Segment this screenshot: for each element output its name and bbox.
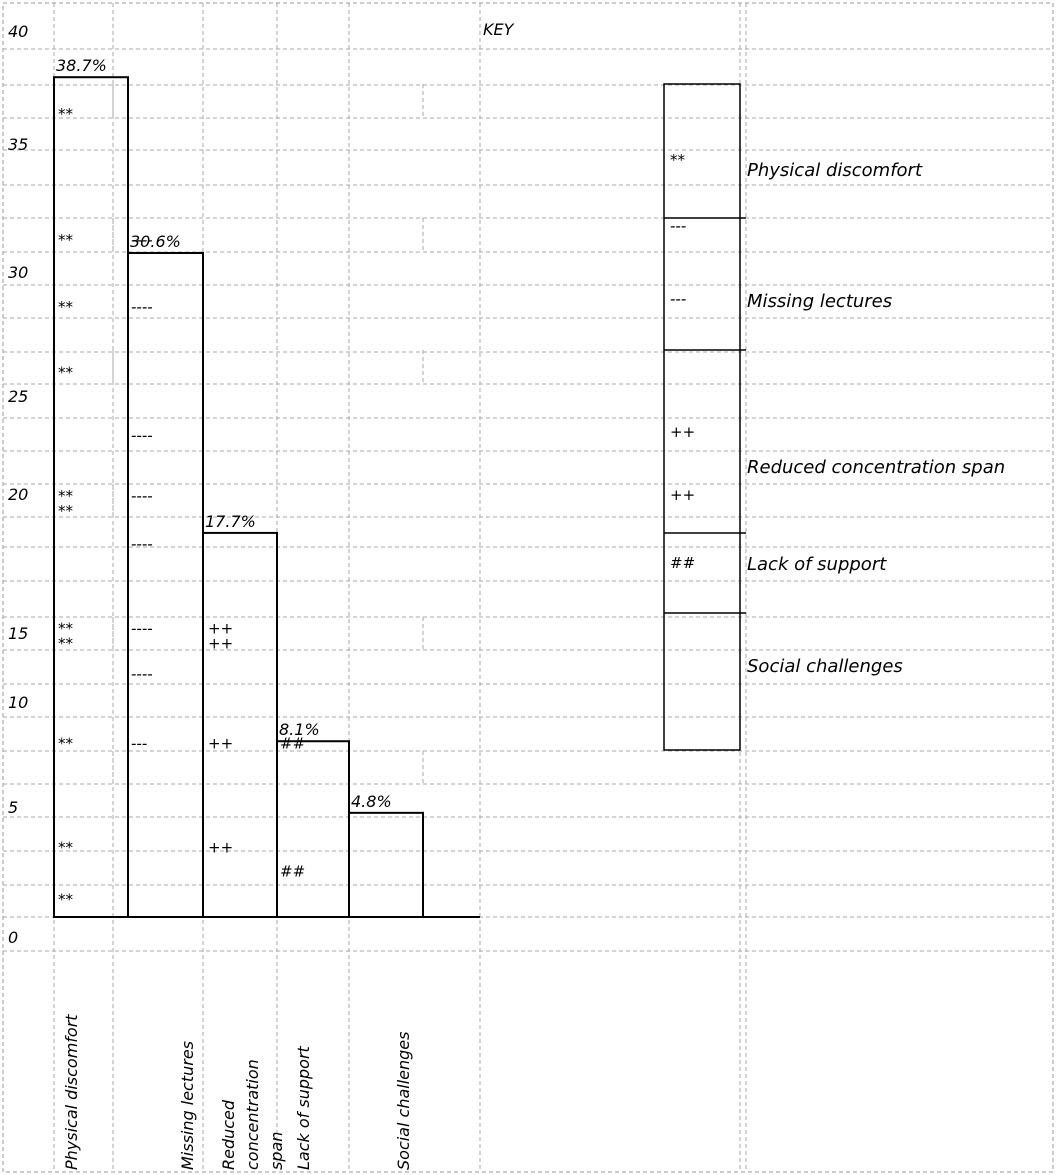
data-label: 4.8% xyxy=(351,792,392,811)
x-axis-label: concentration xyxy=(243,1059,262,1170)
bar-pattern-mark: ** xyxy=(58,502,74,520)
key-item-symbol: ++ xyxy=(670,486,695,504)
bar-pattern-mark: ** xyxy=(58,105,74,123)
bar-pattern-mark: ## xyxy=(280,734,305,752)
y-tick-label: 40 xyxy=(8,22,28,41)
bar-pattern-mark: ** xyxy=(58,363,74,381)
x-axis-label: Social challenges xyxy=(394,1032,413,1170)
y-tick-label: 35 xyxy=(8,135,28,154)
bar-pattern-mark: ** xyxy=(58,487,74,505)
data-label: 8.1% xyxy=(279,720,320,739)
y-tick-label: 30 xyxy=(8,263,28,282)
grid-lines xyxy=(3,3,1053,1172)
x-axis-label: Physical discomfort xyxy=(62,1014,81,1170)
data-label: 38.7% xyxy=(56,56,107,75)
bar-pattern-mark: ---- xyxy=(131,426,153,444)
bar-pattern-mark: ** xyxy=(58,231,74,249)
x-axis-label: Missing lectures xyxy=(178,1041,197,1170)
key-item-label: Social challenges xyxy=(747,656,903,677)
y-tick-label: 0 xyxy=(8,928,18,947)
bar xyxy=(202,531,278,918)
key-title: KEY xyxy=(483,20,515,39)
x-axis-labels: Physical discomfort Missing lectures Reduc… xyxy=(62,1014,413,1170)
bar-pattern-mark: ++ xyxy=(208,734,233,752)
x-axis-label: Lack of support xyxy=(294,1045,313,1170)
x-axis-label: Reduced xyxy=(219,1099,238,1170)
bar-pattern-mark: ** xyxy=(58,891,74,909)
key-item-label: Missing lectures xyxy=(747,291,892,312)
bar-pattern-mark: ## xyxy=(280,862,305,880)
y-axis-tick-labels: 0 5 10 15 20 25 30 35 40 xyxy=(8,22,28,947)
bar-pattern-mark: ** xyxy=(58,619,74,637)
bar-pattern-mark: ++ xyxy=(208,619,233,637)
key-legend: KEY Physical discomfort Missing lectures R… xyxy=(483,20,1005,751)
y-tick-label: 5 xyxy=(8,798,18,817)
bar-pattern-mark: ---- xyxy=(131,298,153,316)
y-tick-label: 25 xyxy=(8,387,28,406)
data-label: 17.7% xyxy=(205,512,256,531)
y-tick-label: 15 xyxy=(8,624,28,643)
key-item-label: Reduced concentration span xyxy=(747,457,1005,478)
key-item-symbol: ## xyxy=(670,554,695,572)
key-item-symbol: ++ xyxy=(670,423,695,441)
bar-pattern-mark: ---- xyxy=(131,619,153,637)
bar-pattern-mark: ---- xyxy=(131,231,153,249)
bar-pattern-mark: ++ xyxy=(208,839,233,857)
bar xyxy=(348,811,424,919)
bar-pattern-mark: ---- xyxy=(131,665,153,683)
key-item-symbol: ** xyxy=(670,151,686,169)
data-label: 30.6% xyxy=(130,232,181,251)
bar-pattern-mark: --- xyxy=(131,734,147,752)
bar xyxy=(276,740,350,918)
key-item-symbol: --- xyxy=(670,290,686,308)
bar-pattern-mark: ** xyxy=(58,734,74,752)
y-tick-label: 20 xyxy=(8,485,28,504)
data-labels: 38.7% 30.6% 17.7% 8.1% 4.8% xyxy=(56,56,392,811)
bar-pattern-marks: **********************------------------… xyxy=(58,105,305,909)
bar-pattern-mark: ---- xyxy=(131,535,153,553)
bar-pattern-mark: ++ xyxy=(208,635,233,653)
bar-pattern-mark: ** xyxy=(58,839,74,857)
y-tick-label: 10 xyxy=(8,693,28,712)
bar-pattern-mark: ** xyxy=(58,635,74,653)
key-item-symbol: --- xyxy=(670,217,686,235)
bar-pattern-mark: ---- xyxy=(131,487,153,505)
x-axis-label: span xyxy=(267,1132,286,1170)
key-item-label: Lack of support xyxy=(747,554,887,575)
bars xyxy=(53,76,480,919)
bar-pattern-mark: ** xyxy=(58,298,74,316)
key-box xyxy=(663,83,741,751)
key-item-label: Physical discomfort xyxy=(747,160,923,181)
